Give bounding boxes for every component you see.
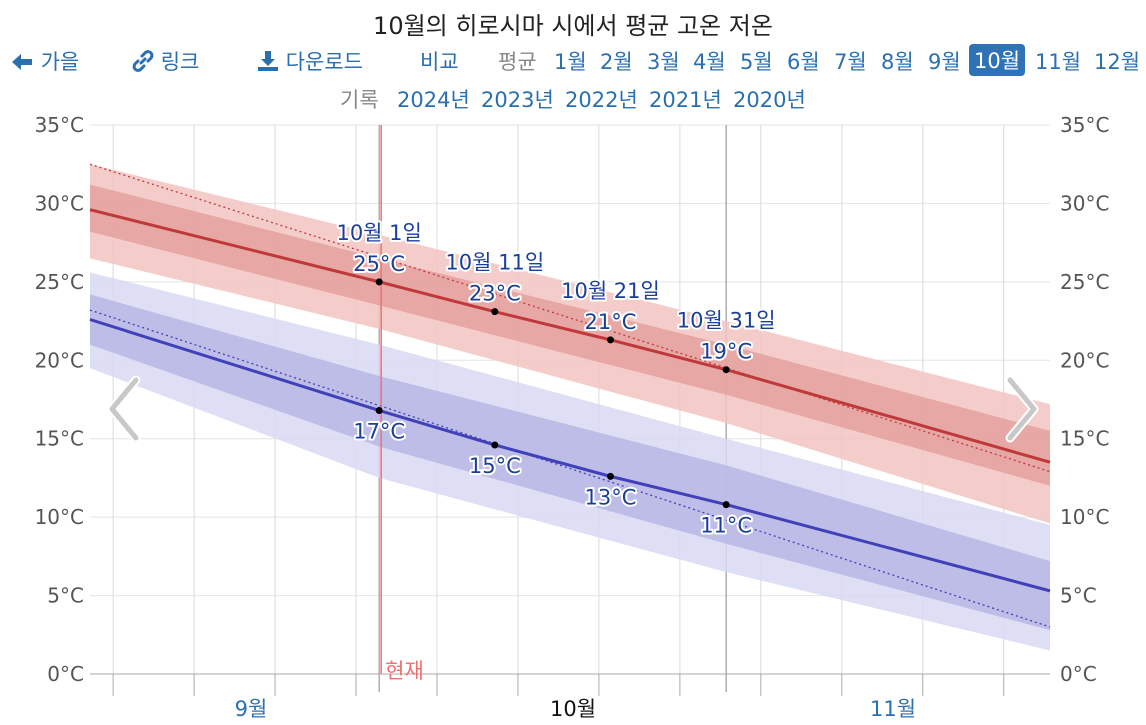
month-link-12[interactable]: 12월	[1094, 50, 1141, 74]
month-link-8[interactable]: 8월	[881, 50, 914, 74]
high-point	[722, 366, 730, 374]
link-button[interactable]: 링크	[132, 46, 199, 76]
year-link-2020[interactable]: 2020년	[733, 88, 806, 112]
band-inner-high	[90, 184, 1050, 486]
series-line-high	[89, 208, 1051, 464]
y-tick-label-right: 25°C	[1060, 270, 1109, 294]
month-link-5[interactable]: 5월	[740, 50, 773, 74]
annotation-low: 15°C	[469, 454, 521, 478]
download-button[interactable]: 다운로드	[257, 46, 363, 76]
y-tick-label-left: 10°C	[35, 505, 84, 529]
history-label: 기록	[340, 88, 379, 112]
y-tick-label-right: 15°C	[1060, 427, 1109, 451]
y-tick-label-right: 10°C	[1060, 505, 1109, 529]
y-tick-label-right: 5°C	[1060, 584, 1097, 608]
annotation-date: 10월 1일	[336, 221, 421, 245]
month-link-1[interactable]: 1월	[554, 50, 587, 74]
y-tick-label-left: 20°C	[35, 348, 84, 372]
x-tick-label: 9월	[235, 697, 268, 721]
month-link-4[interactable]: 4월	[693, 50, 726, 74]
high-point	[491, 308, 499, 316]
link-button-label: 링크	[160, 50, 200, 74]
download-icon	[258, 51, 278, 71]
average-label: 평균	[498, 50, 537, 74]
trend-line-low	[89, 309, 1051, 628]
y-tick-label-left: 0°C	[47, 662, 84, 686]
annotation-high: 21°C	[585, 310, 637, 334]
y-tick-label-right: 30°C	[1060, 191, 1109, 215]
low-point	[491, 441, 499, 449]
page-title: 10월의 히로시마 시에서 평균 고온 저온	[373, 12, 773, 40]
year-link-2021[interactable]: 2021년	[649, 88, 722, 112]
low-point	[722, 501, 730, 509]
month-link-7[interactable]: 7월	[834, 50, 867, 74]
annotation-high: 19°C	[700, 340, 752, 364]
y-tick-label-left: 25°C	[35, 270, 84, 294]
y-tick-label-right: 20°C	[1060, 348, 1109, 372]
low-point	[606, 472, 614, 480]
back-link[interactable]: 가을	[10, 46, 79, 76]
x-tick-label: 11월	[870, 697, 916, 721]
download-button-label: 다운로드	[285, 50, 363, 74]
y-tick-label-left: 5°C	[47, 584, 84, 608]
y-tick-label-left: 30°C	[35, 191, 84, 215]
arrow-left-icon	[12, 54, 32, 70]
y-tick-label-right: 35°C	[1060, 113, 1109, 137]
year-link-2023[interactable]: 2023년	[481, 88, 554, 112]
history-bar: 기록 2024년 2023년 2022년 2021년 2020년	[0, 84, 1146, 112]
annotation-low: 13°C	[585, 485, 637, 509]
annotation-date: 10월 31일	[677, 309, 776, 333]
annotation-date: 10월 11일	[445, 251, 544, 275]
y-tick-label-left: 35°C	[35, 113, 84, 137]
y-tick-label-left: 15°C	[35, 427, 84, 451]
annotation-high: 25°C	[353, 252, 405, 276]
x-tick-label: 10월	[550, 697, 596, 721]
annotation-low: 11°C	[700, 514, 752, 538]
annotation-low: 17°C	[353, 419, 405, 443]
back-link-label: 가을	[40, 50, 80, 74]
year-link-2022[interactable]: 2022년	[565, 88, 638, 112]
chevron-left-icon[interactable]	[106, 374, 142, 444]
series-line-low	[89, 318, 1051, 593]
navigation-bar: 가을 링크 다운로드 비교 평균 1월 2월 3월 4월 5월 6월 7월 8월…	[0, 44, 1146, 76]
now-label: 현재	[385, 659, 424, 683]
month-link-11[interactable]: 11월	[1035, 50, 1082, 74]
annotation-date: 10월 21일	[561, 279, 660, 303]
year-link-2024[interactable]: 2024년	[397, 88, 470, 112]
link-icon	[132, 50, 154, 72]
y-tick-label-right: 0°C	[1060, 662, 1097, 686]
month-link-9[interactable]: 9월	[928, 50, 961, 74]
high-point	[606, 336, 614, 344]
month-link-6[interactable]: 6월	[787, 50, 820, 74]
compare-link[interactable]: 비교	[420, 50, 459, 74]
band-inner-low	[90, 294, 1050, 631]
trend-line-high	[89, 163, 1051, 473]
high-point	[375, 278, 383, 286]
month-link-2[interactable]: 2월	[600, 50, 633, 74]
chevron-right-icon[interactable]	[1004, 374, 1040, 444]
month-link-3[interactable]: 3월	[647, 50, 680, 74]
low-point	[375, 406, 383, 414]
month-link-10-active[interactable]: 10월	[969, 44, 1026, 76]
annotation-high: 23°C	[469, 282, 521, 306]
